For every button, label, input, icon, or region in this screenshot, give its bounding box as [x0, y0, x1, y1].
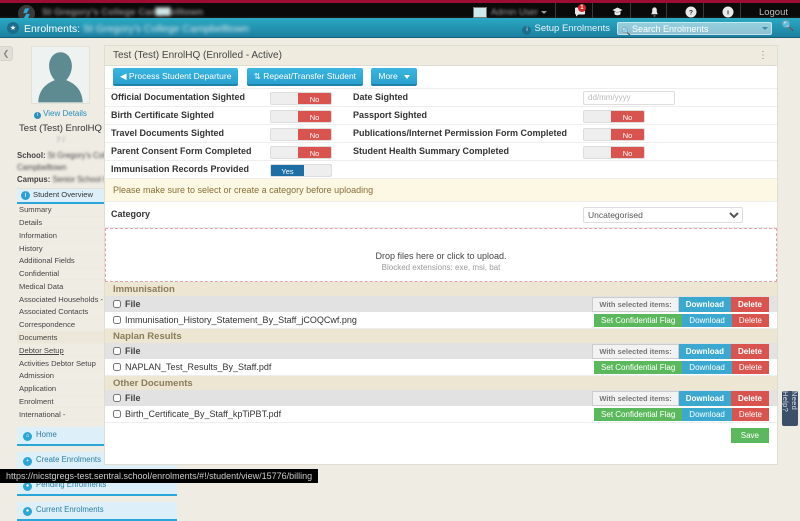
svg-text:i: i — [727, 9, 729, 16]
svg-text:?: ? — [689, 9, 693, 16]
